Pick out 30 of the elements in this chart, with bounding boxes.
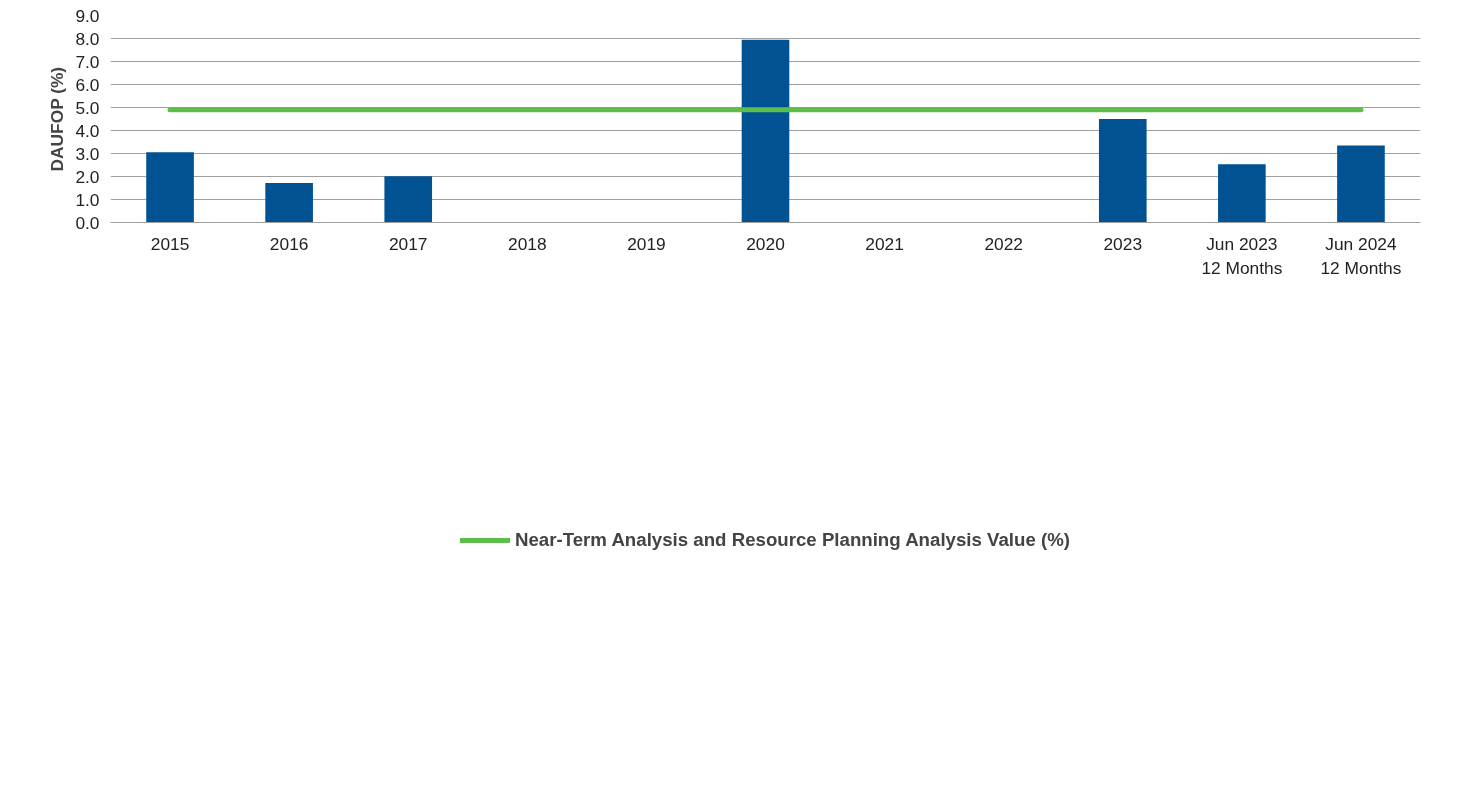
bar xyxy=(1218,164,1266,223)
bar xyxy=(741,39,790,223)
bar xyxy=(146,152,194,223)
y-tick-label: 6.0 xyxy=(75,74,100,95)
y-tick-label: 9.0 xyxy=(75,5,100,26)
y-tick-label: 7.0 xyxy=(75,51,100,72)
y-axis-title: DAUFOP (%) xyxy=(47,66,68,172)
bar xyxy=(265,182,313,223)
y-tick-label: 4.0 xyxy=(75,120,100,141)
x-tick-label: 2023 xyxy=(1103,233,1143,254)
bar xyxy=(1098,119,1147,223)
bar xyxy=(384,176,433,223)
x-tick-label: 2020 xyxy=(746,233,785,254)
y-tick-label: 2.0 xyxy=(75,166,100,187)
x-tick-label: 2021 xyxy=(865,233,904,254)
y-tick-label: 3.0 xyxy=(75,143,100,164)
legend-label: Near-Term Analysis and Resource Planning Analysis Value (%) xyxy=(514,529,1071,551)
y-tick-label: 0.0 xyxy=(75,212,100,233)
x-tick-label: Jun 2023 12 Months xyxy=(1201,233,1283,278)
y-tick-label: 8.0 xyxy=(75,28,100,49)
x-tick-label: Jun 2024 12 Months xyxy=(1320,233,1402,278)
x-tick-label: 2017 xyxy=(388,233,428,254)
x-tick-label: 2016 xyxy=(269,233,309,254)
x-tick-label: 2015 xyxy=(150,233,190,254)
x-tick-label: 2019 xyxy=(627,233,666,254)
x-tick-label: 2022 xyxy=(984,233,1023,254)
y-tick-label: 1.0 xyxy=(75,189,100,210)
y-tick-label: 5.0 xyxy=(75,97,100,118)
x-tick-label: 2018 xyxy=(508,233,547,254)
bar xyxy=(1337,145,1385,223)
